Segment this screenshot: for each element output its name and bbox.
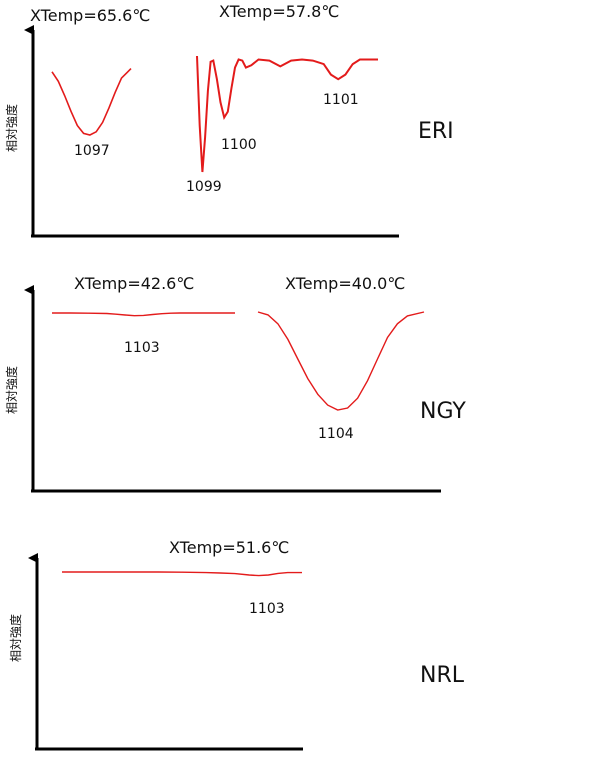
- peak-label-eri-1097: 1097: [74, 143, 110, 159]
- peak-label-eri-1099: 1099: [186, 179, 222, 195]
- curve-eri-1: [51, 68, 132, 136]
- ylabel-eri: 相対強度: [4, 104, 19, 152]
- curve-ngy-1: [52, 312, 235, 317]
- peak-label-eri-1101: 1101: [323, 92, 359, 108]
- peak-label-ngy-1104: 1104: [318, 426, 354, 442]
- peak-label-ngy-1103: 1103: [124, 340, 160, 356]
- panel-ngy: 相対強度 NGY XTemp=42.6℃ XTemp=40.0℃ 1103 11…: [4, 274, 466, 493]
- station-label-ngy: NGY: [420, 399, 466, 424]
- temp-label-eri-1: XTemp=65.6℃: [30, 6, 150, 25]
- temp-label-nrl-1: XTemp=51.6℃: [169, 538, 289, 557]
- panel-nrl: 相対強度 NRL XTemp=51.6℃ 1103: [8, 538, 465, 751]
- curve-eri-2: [196, 55, 378, 173]
- station-label-eri: ERI: [418, 119, 454, 144]
- ylabel-nrl: 相対強度: [8, 614, 23, 662]
- peak-label-eri-1100: 1100: [221, 137, 257, 153]
- curve-ngy-2: [257, 311, 425, 411]
- peak-label-nrl-1103: 1103: [249, 601, 285, 617]
- panel-eri: 相対強度 ERI XTemp=65.6℃ XTemp=57.8℃ 1097 10…: [4, 2, 454, 238]
- station-label-nrl: NRL: [420, 663, 465, 688]
- temp-label-ngy-2: XTemp=40.0℃: [285, 274, 405, 293]
- curve-nrl-1: [62, 571, 302, 577]
- temp-label-ngy-1: XTemp=42.6℃: [74, 274, 194, 293]
- ylabel-ngy: 相対強度: [4, 366, 19, 414]
- temp-label-eri-2: XTemp=57.8℃: [219, 2, 339, 21]
